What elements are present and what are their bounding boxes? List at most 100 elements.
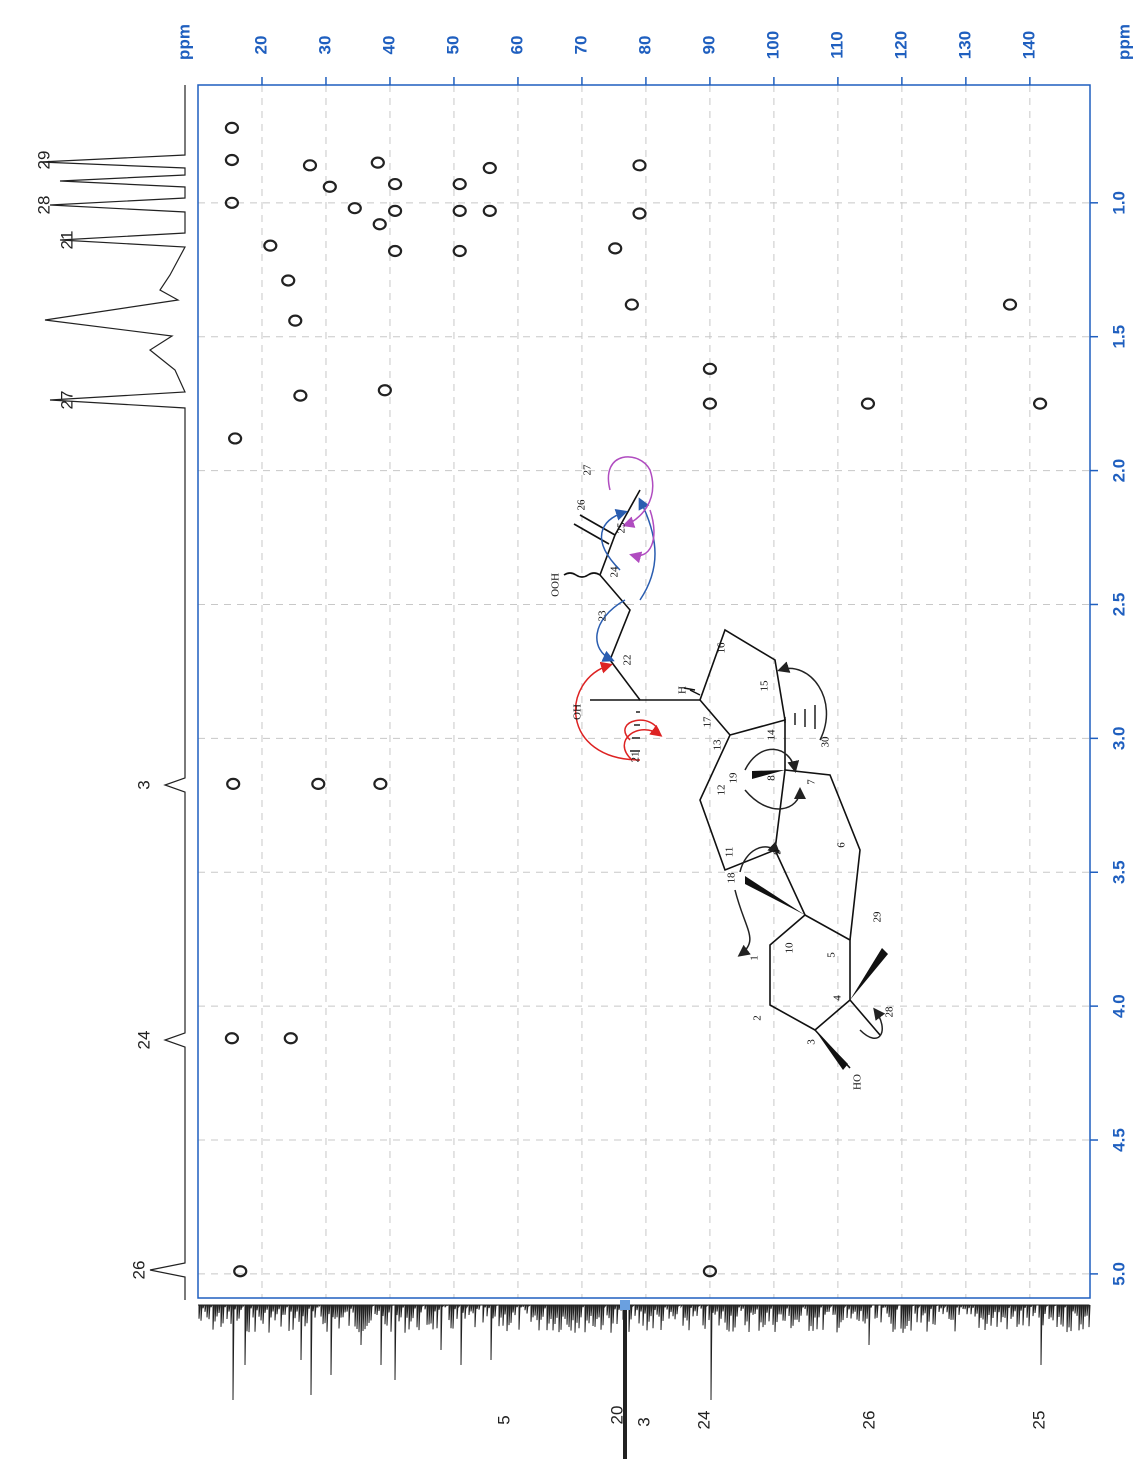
y-tick-label: 120 bbox=[891, 31, 910, 59]
y-axis-label: ppm bbox=[174, 24, 193, 60]
y-tick-label: 70 bbox=[571, 36, 590, 55]
cross-peak bbox=[263, 239, 278, 252]
cross-peak bbox=[322, 180, 337, 193]
cross-peak bbox=[624, 298, 639, 311]
cross-peak bbox=[372, 218, 387, 231]
cross-peak bbox=[452, 244, 467, 258]
x-tick-label: 5.0 bbox=[1109, 1262, 1128, 1286]
atom-label: 23 bbox=[597, 610, 609, 622]
x-tick-label: 1.5 bbox=[1109, 325, 1128, 349]
cross-peak bbox=[224, 121, 240, 134]
atom-label: 9 bbox=[772, 849, 784, 855]
x-axis-label: ppm bbox=[1114, 24, 1133, 60]
atom-label: 22 bbox=[622, 655, 634, 666]
cross-peak bbox=[311, 777, 326, 790]
cross-peak bbox=[632, 207, 647, 220]
cross-peak bbox=[702, 362, 718, 375]
x-tick-label: 2.0 bbox=[1109, 459, 1128, 483]
cross-peak bbox=[233, 1265, 248, 1278]
cross-peak bbox=[373, 777, 388, 790]
cross-peak bbox=[224, 196, 240, 209]
cross-peak bbox=[293, 389, 308, 402]
atom-label: 3 bbox=[806, 1039, 818, 1045]
atom-label: 7 bbox=[806, 779, 818, 785]
atom-label: 1 bbox=[749, 955, 761, 961]
cross-peak bbox=[228, 432, 243, 445]
hmbc-arrows bbox=[574, 456, 886, 1039]
plot-area bbox=[198, 77, 1098, 1298]
cross-peak bbox=[452, 177, 467, 191]
proton-peak-label: 21 bbox=[57, 231, 76, 250]
y-tick-label: 60 bbox=[507, 36, 526, 55]
cross-peak bbox=[608, 242, 623, 255]
atom-label: 5 bbox=[826, 952, 838, 958]
carbon-peak-label: 20 bbox=[607, 1406, 626, 1425]
y-tick-label: 130 bbox=[955, 31, 974, 59]
cross-peak bbox=[452, 204, 467, 217]
proton-projection bbox=[39, 85, 186, 1300]
carbon-projection bbox=[198, 1304, 1091, 1401]
structure-labels: 1234567891011121314151617181921222324252… bbox=[550, 464, 896, 1090]
group-label: OOH bbox=[550, 573, 562, 597]
carbon-peak-label: 5 bbox=[494, 1415, 513, 1424]
y-tick-label: 30 bbox=[315, 36, 334, 55]
cross-peak bbox=[281, 274, 296, 287]
atom-label: 25 bbox=[616, 522, 628, 534]
atom-label: 11 bbox=[724, 847, 736, 858]
solvent-marker bbox=[620, 1300, 630, 1310]
proton-peak-label: 24 bbox=[134, 1031, 153, 1050]
cross-peak bbox=[632, 159, 647, 172]
atom-label: 21 bbox=[630, 752, 642, 763]
atom-label: 12 bbox=[716, 785, 728, 796]
atom-label: 8 bbox=[766, 775, 778, 781]
proton-peak-label: 27 bbox=[57, 391, 76, 410]
atom-label: 28 bbox=[884, 1006, 896, 1018]
y-tick-label: 100 bbox=[763, 31, 782, 59]
cross-peak bbox=[288, 314, 303, 327]
atom-label: 6 bbox=[836, 842, 848, 848]
cross-peak bbox=[387, 177, 403, 191]
cross-peak bbox=[283, 1032, 298, 1045]
y-tick-label: 110 bbox=[827, 31, 846, 58]
atom-label: 16 bbox=[716, 642, 728, 654]
atom-label: 26 bbox=[576, 499, 588, 511]
proton-peak-label: 29 bbox=[34, 151, 53, 170]
cross-peak bbox=[387, 204, 403, 217]
carbon-peak-label: 3 bbox=[634, 1417, 653, 1426]
x-tick-label: 4.5 bbox=[1109, 1128, 1128, 1152]
cross-peak bbox=[224, 153, 240, 167]
x-tick-label: 4.0 bbox=[1109, 994, 1128, 1018]
cross-peak bbox=[347, 202, 362, 215]
y-tick-label: 90 bbox=[699, 36, 718, 55]
cross-peak bbox=[702, 397, 718, 410]
carbon-peak-label: 26 bbox=[859, 1411, 878, 1430]
atom-label: 15 bbox=[759, 680, 771, 692]
atom-label: 18 bbox=[726, 872, 738, 884]
carbon-peak-label: 24 bbox=[694, 1411, 713, 1430]
atom-label: 27 bbox=[582, 464, 594, 476]
group-label: HO bbox=[852, 1074, 864, 1090]
atom-label: 29 bbox=[872, 911, 884, 923]
cross-peak bbox=[302, 159, 318, 172]
proton-peak-label: 3 bbox=[134, 780, 153, 789]
y-tick-label: 20 bbox=[251, 36, 270, 55]
proton-peak-label: 28 bbox=[34, 196, 53, 215]
cross-peak bbox=[387, 244, 403, 258]
plot-frame bbox=[197, 84, 1091, 1299]
atom-label: 17 bbox=[702, 716, 714, 728]
x-tick-label: 1.0 bbox=[1109, 191, 1128, 215]
atom-label: 2 bbox=[752, 1015, 764, 1021]
y-tick-label: 50 bbox=[443, 36, 462, 55]
y-tick-label: 40 bbox=[379, 36, 398, 55]
cross-peak bbox=[1002, 298, 1018, 311]
y-tick-label: 140 bbox=[1019, 31, 1038, 59]
cross-peak bbox=[370, 156, 385, 169]
atom-label: 24 bbox=[609, 566, 621, 578]
cross-peak bbox=[377, 384, 392, 397]
cross-peak bbox=[1032, 397, 1048, 410]
atom-label: 19 bbox=[728, 772, 740, 784]
atom-label: 4 bbox=[832, 995, 844, 1001]
group-label: H bbox=[677, 686, 689, 694]
